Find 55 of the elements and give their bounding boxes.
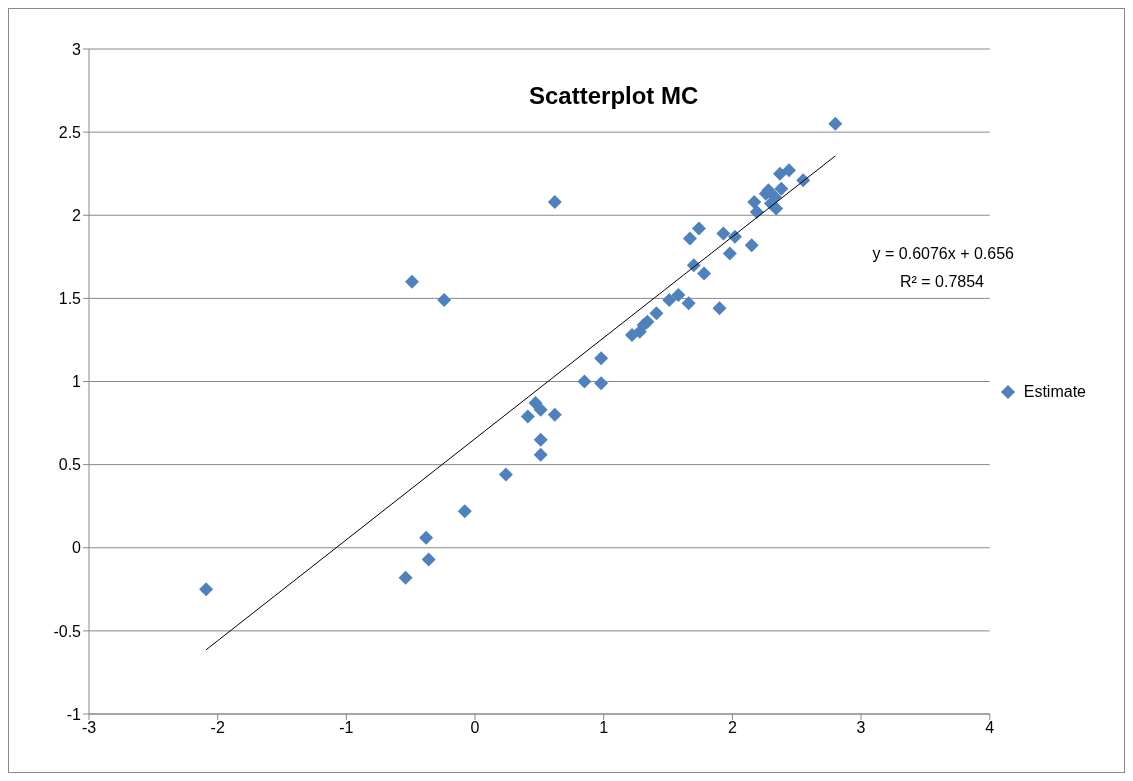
point: [649, 306, 664, 321]
point: [747, 194, 762, 209]
y-tick-label: -1: [66, 705, 82, 723]
point: [421, 552, 436, 567]
point: [691, 221, 706, 236]
x-tick-label: -3: [81, 719, 97, 737]
y-tick-label: 3: [72, 40, 82, 58]
legend-label: Estimate: [1023, 382, 1086, 401]
point: [594, 351, 609, 366]
point: [697, 266, 712, 281]
x-tick-label: 1: [599, 719, 609, 737]
point: [681, 296, 696, 311]
y-tick-label: 0.5: [58, 456, 82, 474]
point: [828, 116, 843, 131]
x-tick-label: 2: [727, 719, 737, 737]
annotation: y = 0.6076x + 0.656: [872, 245, 1015, 262]
point: [577, 374, 592, 389]
point: [594, 376, 609, 391]
point: [682, 231, 697, 246]
point: [533, 447, 548, 462]
point: [773, 166, 787, 181]
point: [520, 409, 535, 424]
y-tick-label: 0: [72, 539, 82, 557]
point: [419, 530, 434, 545]
point: [437, 293, 452, 308]
point: [712, 301, 727, 316]
x-tick-label: 4: [985, 719, 995, 737]
x-tick-label: 0: [470, 719, 480, 737]
y-tick-label: 1.5: [58, 290, 82, 308]
point: [782, 163, 797, 178]
point: [640, 314, 655, 329]
point: [547, 194, 562, 209]
point: [457, 504, 472, 519]
point: [671, 288, 686, 303]
point: [404, 274, 419, 289]
point: [398, 570, 413, 585]
x-tick-label: -2: [210, 719, 225, 737]
x-tick-label: -1: [339, 719, 354, 737]
point: [774, 181, 789, 196]
point: [498, 467, 513, 482]
x-tick-label: 3: [856, 719, 866, 737]
y-tick-label: 2.5: [58, 123, 82, 141]
point: [547, 407, 562, 422]
point: [722, 246, 737, 261]
y-tick-label: 2: [72, 206, 82, 224]
point: [199, 582, 214, 597]
point: [533, 402, 548, 417]
annotation: R² = 0.7854: [899, 273, 985, 290]
point: [533, 432, 548, 447]
point: [662, 293, 677, 308]
point: [744, 238, 759, 253]
y-tick-label: -0.5: [53, 622, 82, 640]
y-tick-label: 1: [72, 373, 82, 391]
text: Scatterplot MC: [529, 82, 699, 109]
point: [716, 226, 731, 241]
